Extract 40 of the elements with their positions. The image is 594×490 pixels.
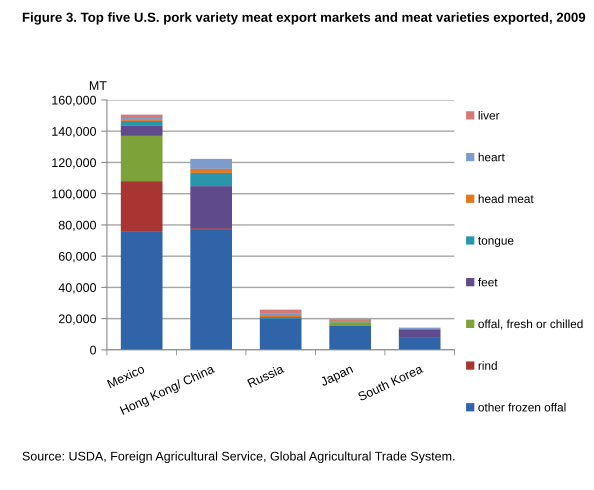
legend-label: other frozen offal [478,402,566,412]
bar [120,181,163,232]
bar [120,231,163,350]
bar [260,318,302,350]
chart-title: Figure 3. Top five U.S. pork variety meat export markets and meat varieties exported, 2009 [22,12,586,25]
legend-label: feet [478,278,498,286]
y-tick-label: 20,000 [58,314,96,325]
bar [398,329,441,338]
y-tick-label: 60,000 [58,252,96,262]
source-note: Source: USDA, Foreign Agricultural Service, Global Agricultural Trade System. [22,451,454,464]
y-tick-label: 120,000 [52,158,96,169]
y-tick-label: 80,000 [58,220,96,232]
legend-label: heart [478,152,505,162]
x-tick-label: Japan [320,364,354,389]
y-tick-label: 100,000 [52,189,96,200]
bar [329,322,372,326]
y-tick-label: 140,000 [52,127,96,138]
bar [120,126,163,136]
bar [329,326,372,350]
x-tick-label: South Korea [357,364,424,402]
legend-label: tongue [478,236,514,248]
bar [190,168,232,173]
y-axis-title: MT [90,81,107,90]
legend-label: head meat [478,194,534,204]
bar [120,136,163,182]
legend-label: offal, fresh or chilled [478,319,583,330]
bar [260,310,302,314]
x-tick-label: Russia [246,364,285,388]
bar [190,158,232,169]
legend-label: liver [478,110,500,120]
bar [190,230,232,350]
y-tick-label: 160,000 [52,96,96,106]
bar [398,338,441,350]
y-tick-label: 40,000 [58,283,96,294]
bar [190,172,232,186]
legend-label: rind [478,361,497,370]
bar [120,114,163,118]
bar [190,186,232,228]
bar [120,120,163,126]
y-tick-label: 0 [90,346,96,355]
